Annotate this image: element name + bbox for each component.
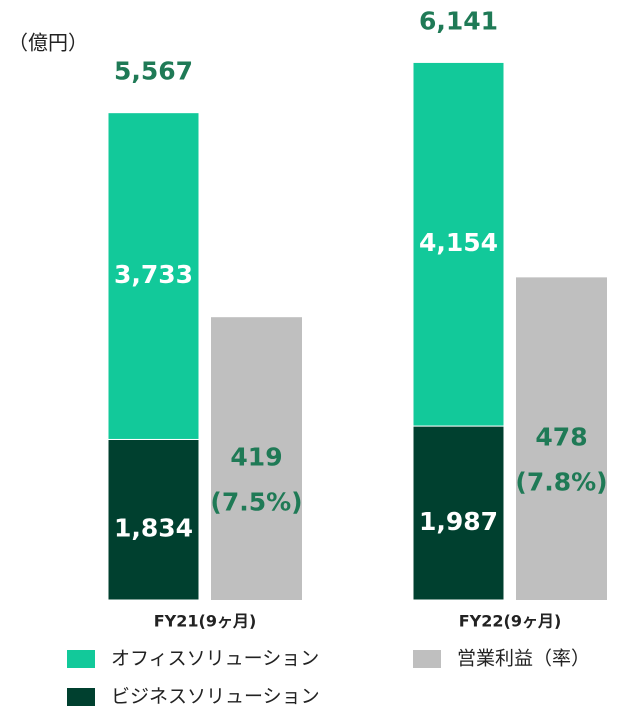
bar-segment: [107, 438, 200, 601]
value-label: 419: [230, 443, 282, 472]
rate-label: (7.5%): [210, 488, 302, 517]
x-tick-label: FY21(9ヶ月): [154, 612, 257, 631]
value-label: 1,834: [114, 514, 193, 543]
legend-label: 営業利益（率）: [457, 648, 590, 670]
bar-segment: [412, 61, 505, 427]
total-label: 6,141: [419, 6, 498, 35]
bar-segment: [412, 425, 505, 601]
value-label: 3,733: [114, 260, 193, 289]
total-label: 5,567: [114, 57, 193, 86]
legend-label: オフィスソリューション: [111, 648, 319, 670]
bar-segment: [107, 112, 200, 440]
legend-label: ビジネスソリューション: [111, 686, 320, 708]
legend-swatch: [67, 688, 95, 706]
y-axis-label: （億円）: [8, 31, 88, 55]
legend-swatch: [67, 650, 95, 668]
rate-label: (7.8%): [515, 468, 607, 497]
value-label: 4,154: [419, 228, 498, 257]
value-label: 478: [535, 423, 587, 452]
profit-bar: [516, 277, 607, 600]
x-tick-label: FY22(9ヶ月): [459, 612, 562, 631]
profit-bar: [211, 317, 302, 600]
value-label: 1,987: [419, 507, 498, 536]
legend-swatch: [413, 650, 441, 668]
